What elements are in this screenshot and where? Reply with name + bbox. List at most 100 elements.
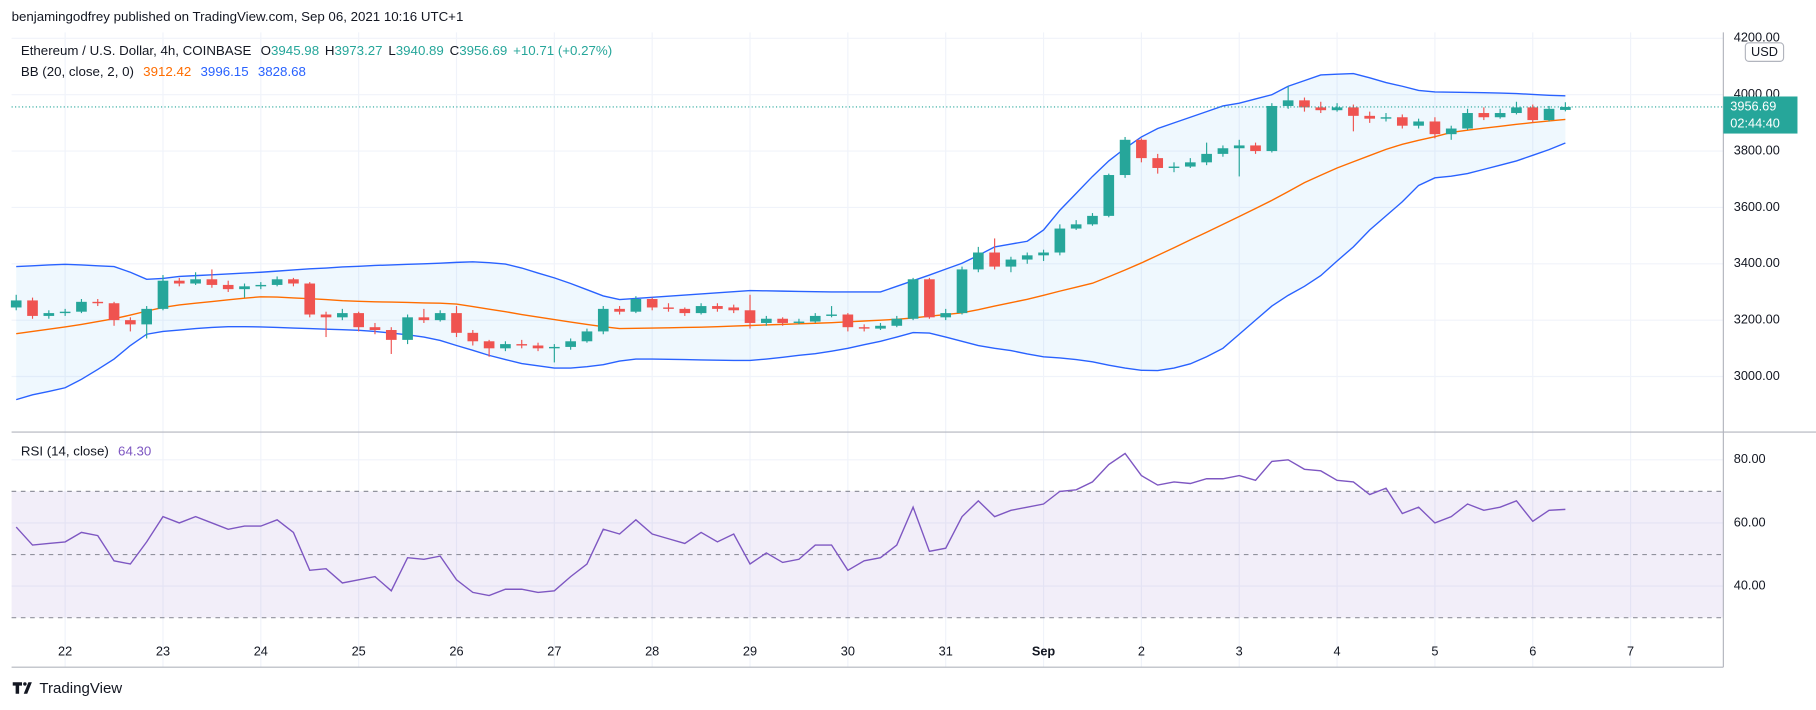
legend-value: 3956.69 — [459, 42, 507, 57]
x-tick-label: 2 — [1138, 643, 1145, 658]
y-tick-label: 4200.00 — [1734, 30, 1780, 45]
candle-body — [972, 252, 984, 270]
rsi-legend-title: RSI (14, close) — [21, 443, 109, 458]
indicator-name: BB (20, close, 2, 0) — [21, 63, 134, 78]
candle-body — [1038, 252, 1049, 256]
x-tick-label: 28 — [645, 643, 659, 658]
candle-body — [809, 315, 821, 322]
legend-field: L — [388, 42, 395, 57]
candle-body — [125, 320, 136, 325]
candle-body — [858, 327, 870, 329]
candle-body — [1478, 113, 1490, 118]
candle-body — [989, 252, 1000, 267]
candle-body — [1282, 100, 1294, 106]
x-tick-label: 5 — [1431, 643, 1438, 658]
indicator-value: 3912.42 — [143, 63, 191, 78]
rsi-legend: RSI (14, close) 64.30 — [21, 443, 151, 458]
candle-body — [1511, 107, 1522, 114]
legend-field: O — [261, 42, 271, 57]
band-line — [16, 72, 1566, 301]
candle-body — [842, 314, 854, 328]
candle-body — [92, 301, 104, 304]
candle-body — [418, 317, 430, 321]
candle-body — [500, 344, 511, 349]
candle-body — [1494, 113, 1506, 118]
y-tick-label: 3000.00 — [1734, 368, 1780, 383]
band-line — [16, 118, 1566, 335]
x-tick-label: 22 — [58, 643, 72, 658]
last-price: 3956.69 — [1730, 98, 1776, 113]
legend-field: C — [450, 42, 460, 57]
x-tick-label: 30 — [841, 643, 855, 658]
indicator-value: 3828.68 — [258, 63, 306, 78]
candle-body — [695, 306, 707, 314]
overlay: 4200.004000.003800.003600.003400.003200.… — [21, 30, 1798, 658]
candle-body — [451, 313, 462, 333]
candle-body — [1560, 106, 1571, 110]
candle-body — [1005, 259, 1017, 267]
y-tick-label: 80.00 — [1734, 451, 1766, 466]
candle-body — [1250, 145, 1261, 152]
candle-body — [76, 301, 87, 312]
candle-body — [728, 307, 740, 311]
brand: TradingView — [39, 680, 122, 697]
legend-change: +10.71 (+0.27%) — [513, 42, 612, 57]
candle-body — [337, 313, 348, 318]
candle-body — [467, 332, 479, 342]
y-tick-label: 3600.00 — [1734, 199, 1780, 214]
plot — [10, 72, 1724, 619]
x-tick-label: 25 — [352, 643, 366, 658]
candle-body — [255, 284, 267, 287]
candle-body — [1380, 117, 1392, 119]
candle-body — [1462, 113, 1473, 129]
x-tick-label: 23 — [156, 643, 170, 658]
legend-field: H — [325, 42, 335, 57]
candle-body — [663, 307, 674, 309]
candle-body — [206, 279, 218, 285]
candle-body — [353, 313, 364, 328]
candle-body — [1201, 153, 1212, 163]
candle-body — [1445, 128, 1457, 135]
candle-body — [1087, 215, 1098, 225]
logo-dot — [23, 682, 27, 686]
candle-body — [288, 279, 299, 284]
candle-body — [271, 279, 283, 285]
candle-body — [239, 286, 250, 290]
candle-body — [581, 331, 593, 342]
candle-body — [190, 279, 201, 284]
candle-body — [402, 317, 413, 340]
candle-body — [1315, 107, 1327, 111]
x-tick-label: 31 — [939, 643, 953, 658]
candle-body — [1396, 117, 1408, 126]
candle-body — [157, 280, 169, 309]
candle-body — [385, 330, 397, 340]
candle-body — [646, 299, 658, 308]
candle-body — [777, 318, 788, 323]
legend: Ethereum / U.S. Dollar, 4h, COINBASE O394… — [21, 42, 612, 57]
candle-body — [320, 314, 332, 318]
candle-body — [1299, 100, 1310, 108]
x-tick-label: 3 — [1236, 643, 1243, 658]
candle-body — [1021, 255, 1033, 260]
x-tick-label: Sep — [1032, 643, 1056, 658]
band-fill — [16, 73, 1566, 400]
candle-body — [793, 321, 805, 323]
y-tick-label: 60.00 — [1734, 514, 1766, 529]
x-tick-label: 6 — [1529, 643, 1536, 658]
candle-body — [1527, 107, 1539, 121]
candle-body — [679, 308, 691, 314]
last-price-tag — [1723, 96, 1798, 134]
candle-body — [891, 318, 903, 326]
candle-body — [1152, 158, 1164, 168]
candle-body — [1233, 145, 1245, 149]
y-tick-label: 3800.00 — [1734, 142, 1780, 157]
y-tick-label: 40.00 — [1734, 577, 1766, 592]
candle-body — [304, 283, 316, 315]
candle-body — [1543, 108, 1555, 121]
candle-body — [956, 269, 968, 314]
x-tick-label: 29 — [743, 643, 757, 658]
candle-body — [875, 325, 886, 329]
legend-title: Ethereum / U.S. Dollar, 4h, COINBASE — [21, 42, 252, 57]
currency: USD — [1751, 44, 1778, 59]
candle-body — [907, 279, 919, 319]
